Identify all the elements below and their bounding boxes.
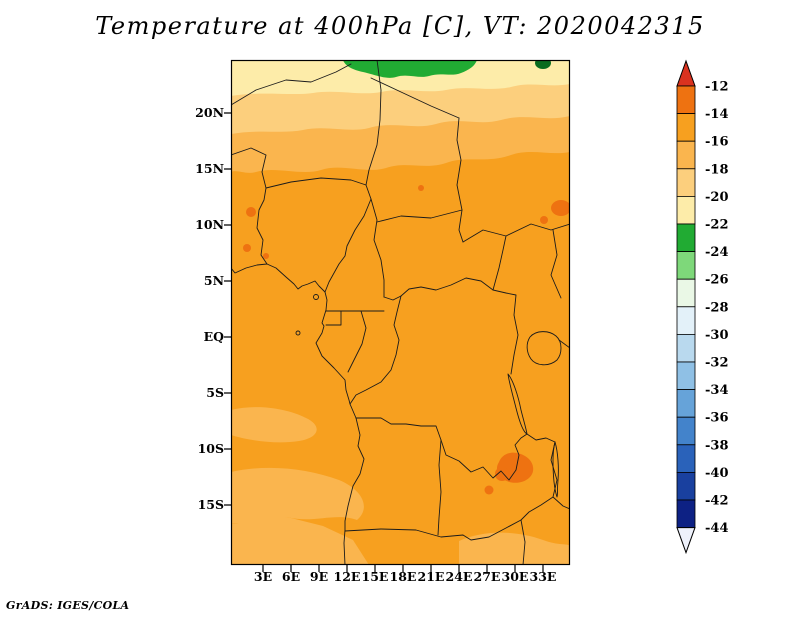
colorbar-arrow-bottom <box>676 527 696 555</box>
colorbar-segment--28 <box>676 306 696 335</box>
warm-spot-north-tiny <box>418 185 424 191</box>
colorbar-tick--18: -18 <box>705 162 729 177</box>
border-coastline-west-africa <box>231 263 365 565</box>
colorbar-tick--36: -36 <box>705 411 729 426</box>
colorbar-segment--16 <box>676 140 696 170</box>
colorbar-tick--32: -32 <box>705 356 729 371</box>
lat-label-5S: 5S <box>206 385 224 400</box>
map-canvas <box>224 59 571 572</box>
colorbar-tick--44: -44 <box>705 521 729 536</box>
colorbar-tick--12: -12 <box>705 80 729 95</box>
field-patch-sw-1 <box>231 407 317 443</box>
colorbar-tick--40: -40 <box>705 466 729 481</box>
colorbar-segment--26 <box>676 278 696 308</box>
colorbar-tick--24: -24 <box>705 245 729 260</box>
border-mozambique-zimbabwe <box>520 519 526 565</box>
border-chad-car <box>376 209 463 223</box>
border-eq-guinea <box>325 310 342 326</box>
lat-label-20N: 20N <box>195 105 224 120</box>
island-bioko <box>313 294 319 300</box>
border-car-sudan-link <box>492 235 507 291</box>
colorbar: -12 -14 -16 -18 -20 -22 -24 -26 -28 -30 -32 -34 -36 -… <box>676 59 729 555</box>
border-niger-chad <box>365 60 382 186</box>
colorbar-segment--42 <box>676 499 696 529</box>
border-angola-drc-zambia <box>355 417 528 481</box>
warm-spot-large-lobe <box>495 467 509 481</box>
border-zambezi-south <box>344 441 558 541</box>
colorbar-tick--30: -30 <box>705 328 729 343</box>
lat-label-10S: 10S <box>197 441 224 456</box>
grads-attribution: GrADS: IGES/COLA <box>6 599 130 612</box>
border-nigeria-cameroon <box>324 184 372 293</box>
map-frame-rect <box>230 59 571 566</box>
border-east-highlands-1 <box>550 229 562 299</box>
warm-spot-small-2 <box>540 216 548 224</box>
border-angola-zambia <box>437 439 442 536</box>
colorbar-segment--20 <box>676 195 696 225</box>
lon-ticks <box>262 565 544 572</box>
colorbar-tick--16: -16 <box>705 135 729 150</box>
border-gabon-east <box>347 310 367 373</box>
country-borders <box>231 60 570 565</box>
warm-spot-east-edge <box>551 200 570 216</box>
lat-ticks <box>224 112 231 506</box>
north-cold-spot <box>535 60 551 69</box>
island-sao-tome <box>295 330 301 336</box>
colorbar-segment--34 <box>676 389 696 418</box>
lat-label-5N: 5N <box>203 273 224 288</box>
colorbar-segment--40 <box>676 471 696 501</box>
border-nigeria-north <box>265 177 367 189</box>
border-sudan-south <box>462 223 570 243</box>
colorbar-arrow-top <box>676 59 696 87</box>
colorbar-tick--14: -14 <box>705 107 729 122</box>
colorbar-segment--36 <box>676 416 696 446</box>
border-sahel-northwest-2 <box>231 147 267 189</box>
field-band-minus20-22 <box>231 60 570 96</box>
colorbar-tick--22: -22 <box>705 218 729 233</box>
colorbar-tick--38: -38 <box>705 438 729 453</box>
colorbar-segment--12 <box>676 85 696 115</box>
colorbar-segment--32 <box>676 361 696 391</box>
colorbar-segment--30 <box>676 333 696 363</box>
border-tanzania-zambia <box>526 433 556 443</box>
border-tanzania-kenya <box>558 339 570 349</box>
map-frame <box>224 59 571 572</box>
warm-spot-west-2 <box>243 244 251 252</box>
field-patch-sw-2 <box>231 467 364 524</box>
lake-malawi <box>552 441 559 498</box>
colorbar-tick--26: -26 <box>705 273 729 288</box>
colorbar-segment--18 <box>676 168 696 197</box>
colorbar-segment--14 <box>676 113 696 142</box>
border-nigeria-west <box>256 187 268 265</box>
warm-spot-west-1 <box>246 207 256 217</box>
colorbar-tick--42: -42 <box>705 494 729 509</box>
colorbar-tick--20: -20 <box>705 190 729 205</box>
border-chad-libya <box>370 77 460 119</box>
border-uganda-drc <box>492 289 519 375</box>
border-sahel-northwest-1 <box>231 63 352 106</box>
lat-label-15N: 15N <box>195 161 224 176</box>
lake-victoria <box>526 331 562 366</box>
colorbar-tick--34: -34 <box>705 383 729 398</box>
colorbar-tick--28: -28 <box>705 300 729 315</box>
border-congo-drc-river <box>349 295 402 405</box>
border-chad-sudan <box>456 117 464 243</box>
field-band-minus22-24-green <box>343 60 477 78</box>
lat-label-15S: 15S <box>197 497 224 512</box>
colorbar-segment--38 <box>676 444 696 473</box>
field-patch-se <box>459 532 570 565</box>
field-patch-sw-3 <box>231 517 369 565</box>
warm-spot-west-3 <box>263 253 269 259</box>
plot-title: Temperature at 400hPa [C], VT: 202004231… <box>95 12 705 40</box>
temperature-field <box>231 60 570 565</box>
warm-spot-small-1 <box>484 485 494 495</box>
border-malawi-mozambique <box>552 496 570 510</box>
border-chad-cameroon-car <box>370 198 385 298</box>
colorbar-segment--24 <box>676 251 696 280</box>
lat-label-10N: 10N <box>195 217 224 232</box>
colorbar-segment--22 <box>676 223 696 253</box>
border-car-south <box>383 277 494 301</box>
lat-label-EQ: EQ <box>203 329 224 344</box>
